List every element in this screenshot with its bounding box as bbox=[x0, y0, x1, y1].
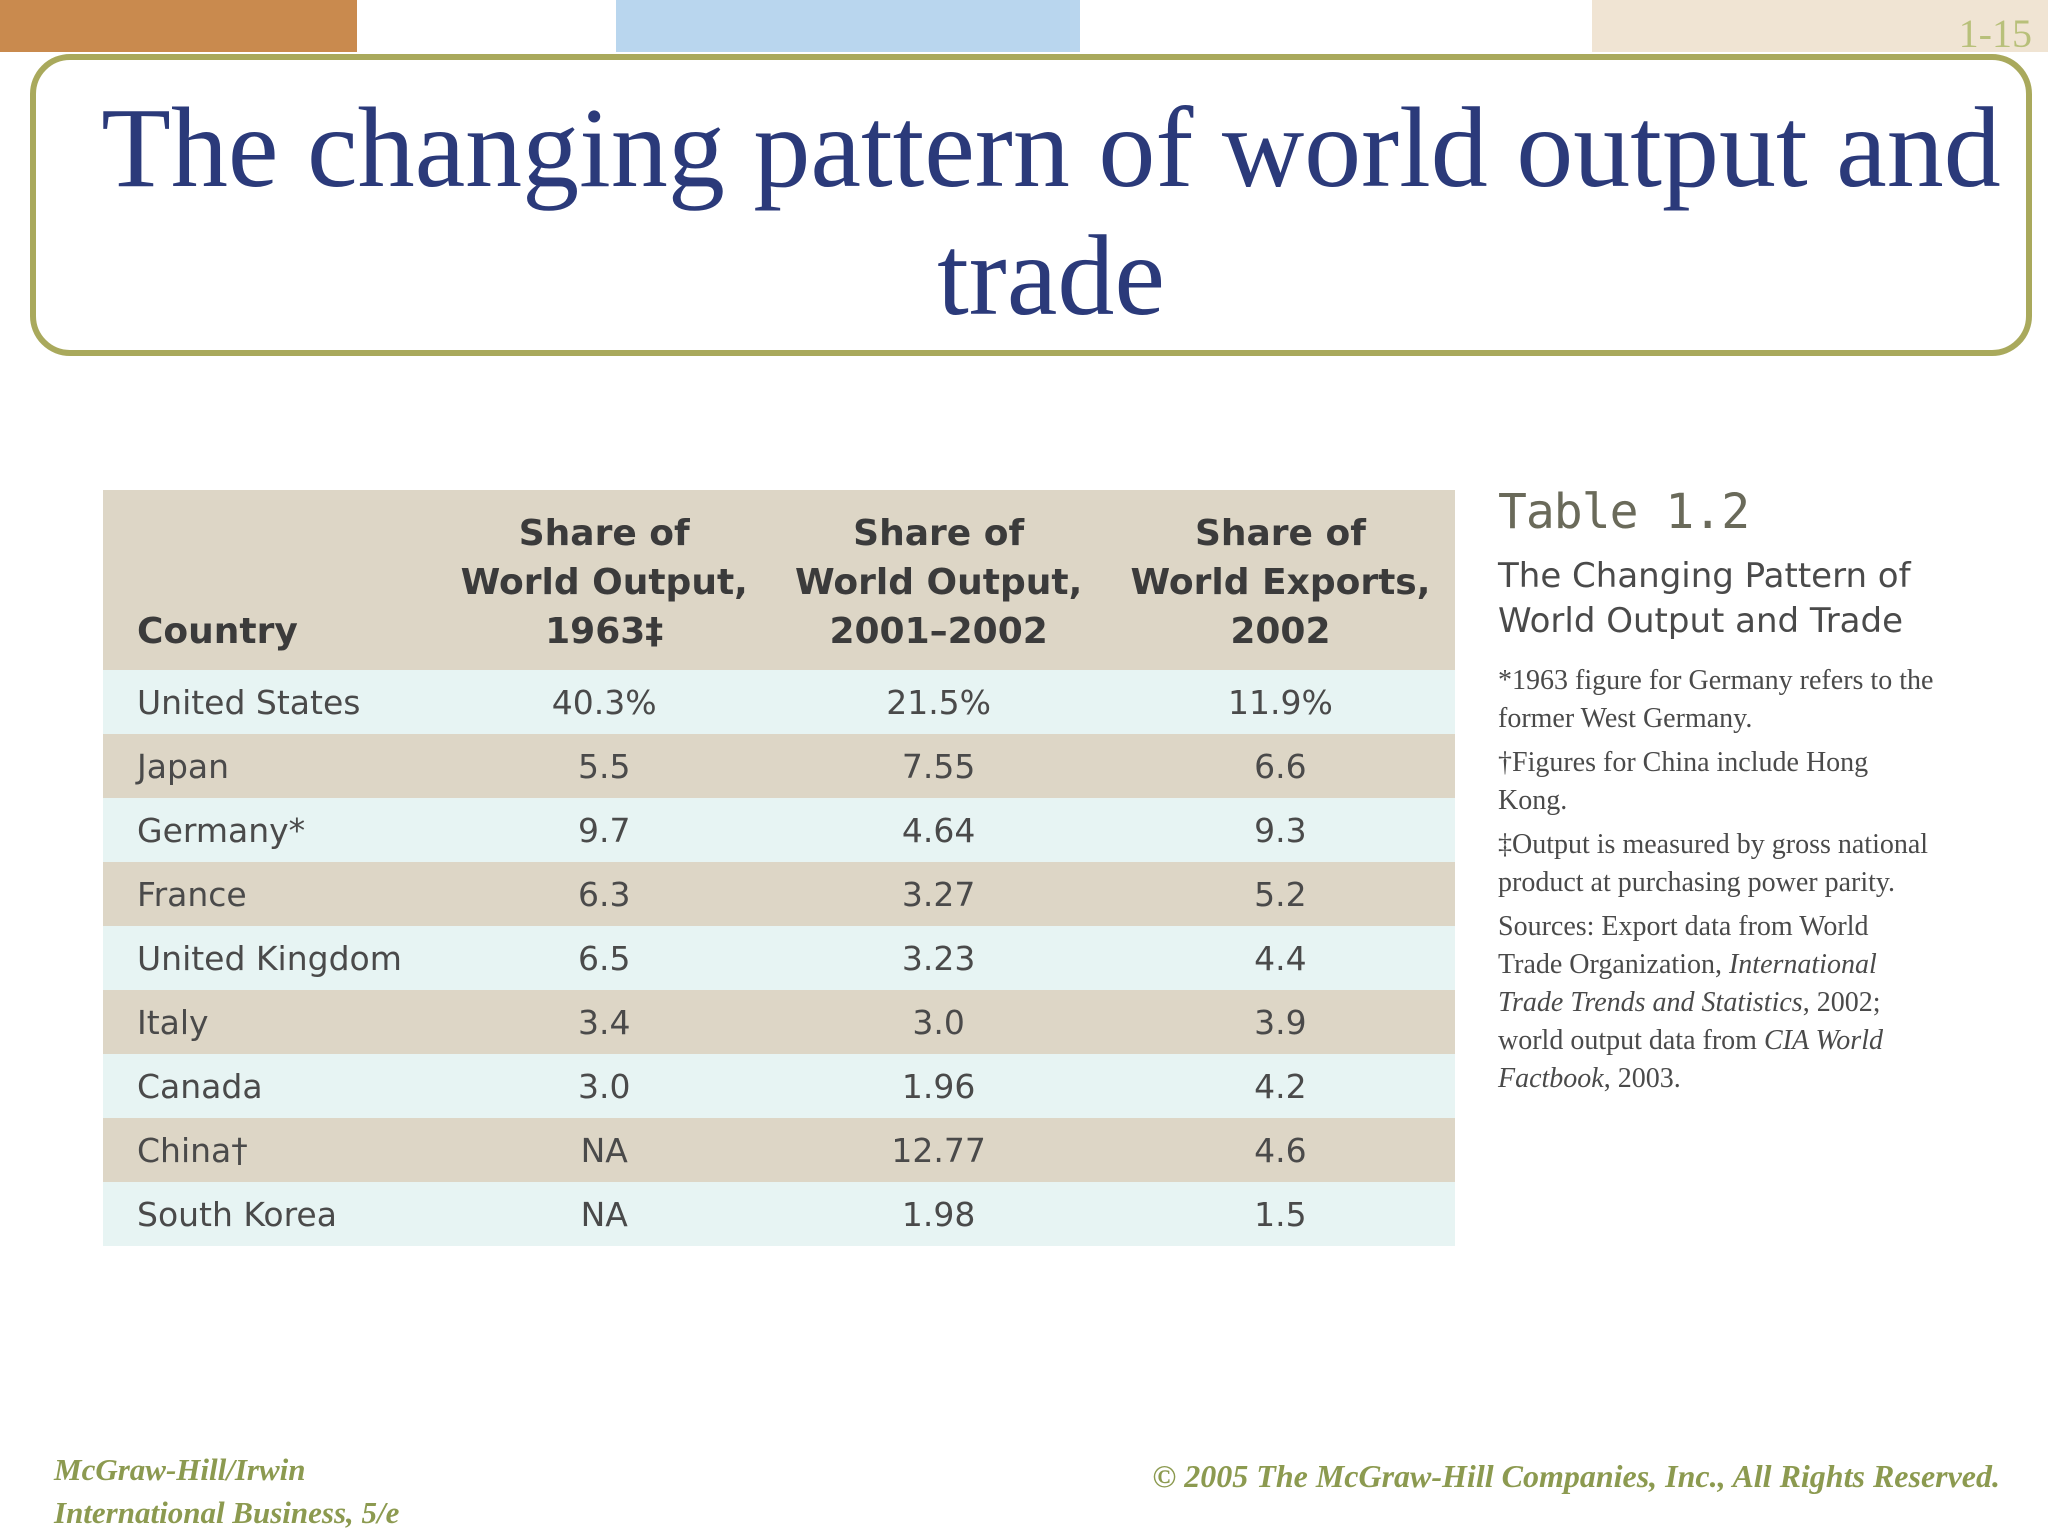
table-row: Japan 5.5 7.55 6.6 bbox=[103, 734, 1455, 798]
header-line: World Output, bbox=[460, 562, 748, 603]
cell-value: 4.64 bbox=[901, 810, 976, 850]
cell-country: Germany* bbox=[137, 810, 306, 850]
header-line: Country bbox=[137, 611, 298, 652]
header-column-2: Share of World Output, 2001–2002 bbox=[771, 490, 1105, 670]
cell-value: 1.5 bbox=[1254, 1194, 1307, 1234]
header-line: 2001–2002 bbox=[829, 611, 1048, 652]
strip-beige-segment bbox=[1592, 0, 2048, 52]
table-row: United Kingdom 6.5 3.23 4.4 bbox=[103, 926, 1455, 990]
sources-publication-wto: International Trade Trends and Statistic… bbox=[1498, 949, 1877, 1018]
cell-value: 3.0 bbox=[912, 1002, 965, 1042]
table-row: United States 40.3% 21.5% 11.9% bbox=[103, 670, 1455, 734]
cell-value: 12.77 bbox=[891, 1130, 986, 1170]
header-column-3: Share of World Exports, 2002 bbox=[1106, 490, 1455, 670]
cell-value: 1.96 bbox=[901, 1066, 976, 1106]
table-row: Germany* 9.7 4.64 9.3 bbox=[103, 798, 1455, 862]
header-line: Share of bbox=[853, 513, 1025, 554]
cell-country: United Kingdom bbox=[137, 938, 402, 978]
cell-country: United States bbox=[137, 682, 361, 722]
sources-publication-cia: CIA World Factbook bbox=[1498, 1025, 1883, 1094]
note-output: ‡Output is measured by gross national pr… bbox=[1498, 829, 1929, 898]
cell-value: 11.9% bbox=[1228, 682, 1333, 722]
cell-value: 3.9 bbox=[1254, 1002, 1307, 1042]
sources-text-a: Sources: Export data from World Trade Or… bbox=[1498, 911, 1869, 980]
output-trade-table: Country Share of World Output, 1963‡ Share o… bbox=[103, 490, 1455, 1246]
header-line: Share of bbox=[1194, 513, 1366, 554]
table-row: China† NA 12.77 4.6 bbox=[103, 1118, 1455, 1182]
cell-value: 6.3 bbox=[577, 874, 631, 914]
strip-blue-segment bbox=[616, 0, 1080, 52]
caption-line-1: The Changing Pattern of bbox=[1498, 556, 1911, 596]
footer-book: International Business, 5/e bbox=[54, 1495, 400, 1530]
note-china: †Figures for China include Hong Kong. bbox=[1498, 747, 1869, 816]
caption-line-2: World Output and Trade bbox=[1498, 601, 1904, 641]
footer-publisher: McGraw-Hill/Irwin bbox=[54, 1452, 306, 1487]
cell-country: South Korea bbox=[137, 1194, 337, 1234]
table-caption: The Changing Pattern of World Output and… bbox=[1498, 554, 1938, 644]
cell-value: 9.7 bbox=[577, 810, 631, 850]
top-color-strip bbox=[0, 0, 2048, 52]
cell-value: 5.5 bbox=[577, 746, 631, 786]
table-number-label: Table 1.2 bbox=[1498, 484, 1750, 540]
footer-copyright: © 2005 The McGraw-Hill Companies, Inc., … bbox=[1152, 1458, 2000, 1494]
slide-title: The changing pattern of world output and… bbox=[101, 84, 2001, 339]
cell-value: 4.4 bbox=[1254, 938, 1307, 978]
cell-value: NA bbox=[580, 1194, 628, 1234]
header-line: 2002 bbox=[1230, 611, 1331, 652]
table-header-row: Country Share of World Output, 1963‡ Share o… bbox=[103, 490, 1455, 670]
header-line: 1963‡ bbox=[545, 611, 664, 652]
cell-country: Italy bbox=[137, 1002, 209, 1042]
sources-text-c: , 2002; world output data from bbox=[1498, 987, 1881, 1056]
table-row: France 6.3 3.27 5.2 bbox=[103, 862, 1455, 926]
table-row: South Korea NA 1.98 1.5 bbox=[103, 1182, 1455, 1246]
note-sources: Sources: Export data from World Trade Or… bbox=[1498, 908, 1938, 1098]
cell-value: 3.0 bbox=[577, 1066, 631, 1106]
cell-value: 5.2 bbox=[1254, 874, 1307, 914]
table-row: Italy 3.4 3.0 3.9 bbox=[103, 990, 1455, 1054]
cell-value: 4.2 bbox=[1254, 1066, 1307, 1106]
cell-value: NA bbox=[580, 1130, 628, 1170]
strip-orange-segment bbox=[0, 0, 357, 52]
cell-value: 1.98 bbox=[901, 1194, 976, 1234]
cell-value: 6.5 bbox=[577, 938, 631, 978]
slide-number: 1-15 bbox=[1958, 11, 2032, 56]
header-column-1: Share of World Output, 1963‡ bbox=[437, 490, 771, 670]
title-box: The changing pattern of world output and… bbox=[30, 54, 2032, 356]
cell-value: 40.3% bbox=[551, 682, 657, 722]
header-country: Country bbox=[103, 490, 437, 670]
header-line: World Exports, bbox=[1130, 562, 1431, 603]
cell-value: 3.23 bbox=[901, 938, 976, 978]
cell-value: 3.4 bbox=[577, 1002, 631, 1042]
cell-country: France bbox=[137, 874, 247, 914]
table-body: United States 40.3% 21.5% 11.9% Japan 5.5 7.55… bbox=[103, 670, 1455, 1246]
sources-text-e: , 2003. bbox=[1603, 1063, 1681, 1094]
header-line: World Output, bbox=[794, 562, 1083, 603]
header-line: Share of bbox=[518, 513, 690, 554]
table-caption-panel: Table 1.2 The Changing Pattern of World … bbox=[1498, 484, 1938, 1104]
note-germany: *1963 figure for Germany refers to the f… bbox=[1498, 665, 1934, 734]
table-row: Canada 3.0 1.96 4.2 bbox=[103, 1054, 1455, 1118]
cell-value: 6.6 bbox=[1254, 746, 1307, 786]
cell-country: Canada bbox=[137, 1066, 263, 1106]
footer-left: McGraw-Hill/Irwin International Business… bbox=[54, 1448, 399, 1534]
cell-country: Japan bbox=[137, 746, 230, 786]
cell-value: 9.3 bbox=[1254, 810, 1307, 850]
cell-country: China† bbox=[137, 1130, 248, 1170]
cell-value: 7.55 bbox=[901, 746, 976, 786]
table-notes: *1963 figure for Germany refers to the f… bbox=[1498, 662, 1938, 1098]
cell-value: 21.5% bbox=[886, 682, 992, 722]
cell-value: 4.6 bbox=[1254, 1130, 1307, 1170]
cell-value: 3.27 bbox=[901, 874, 976, 914]
